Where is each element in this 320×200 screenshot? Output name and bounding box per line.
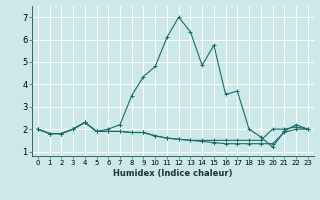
X-axis label: Humidex (Indice chaleur): Humidex (Indice chaleur) xyxy=(113,169,233,178)
